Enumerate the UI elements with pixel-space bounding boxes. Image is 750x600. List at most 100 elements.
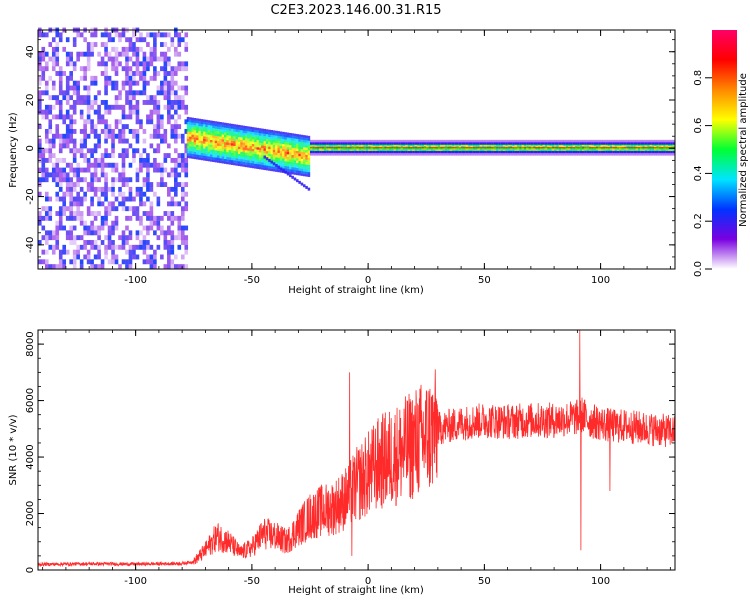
spectrogram-cell — [65, 61, 70, 67]
spectrogram-cell — [193, 149, 197, 152]
spectrogram-cell — [111, 167, 115, 173]
spectrogram-cell — [233, 148, 236, 151]
spectrogram-cell — [214, 135, 218, 139]
spectrogram-cell — [409, 142, 413, 144]
spectrogram-cell — [363, 141, 366, 143]
spectrogram-cell — [575, 149, 578, 151]
spectrogram-cell — [584, 148, 587, 150]
spectrogram-cell — [568, 149, 571, 151]
spectrogram-cell — [484, 154, 487, 156]
spectrogram-cell — [153, 51, 157, 57]
spectrogram-cell — [310, 145, 313, 148]
spectrogram-cell — [598, 142, 601, 144]
spectrogram-cell — [614, 148, 617, 150]
spectrogram-cell — [649, 139, 652, 142]
spectrogram-cell — [298, 158, 301, 162]
spectrogram-cell — [128, 100, 133, 105]
spectrogram-cell — [328, 149, 332, 151]
spectrogram-cell — [58, 66, 63, 72]
spectrogram-cell — [193, 122, 197, 126]
spectrogram-cell — [658, 139, 662, 142]
spectrogram-cell — [479, 141, 483, 143]
spectrogram-cell — [561, 147, 564, 149]
spectrogram-cell — [649, 142, 652, 144]
spectrogram-cell — [237, 161, 241, 164]
spectrogram-cell — [568, 139, 571, 142]
spectrogram-cell — [291, 155, 294, 158]
spectrogram-cell — [491, 145, 494, 148]
spectrogram-cell — [672, 153, 676, 155]
spectrogram-cell — [586, 149, 590, 151]
spectrogram-cell — [363, 143, 366, 145]
colorbar-gradient — [712, 30, 737, 269]
spectrogram-cell — [433, 153, 436, 155]
spectrogram-cell — [347, 147, 350, 149]
spectrogram-cell — [272, 152, 276, 155]
spectrogram-cell — [310, 139, 313, 142]
spectrogram-cell — [86, 240, 91, 245]
spectrogram-cell — [90, 211, 94, 216]
spectrogram-cell — [630, 150, 634, 153]
spectrogram-cell — [221, 124, 225, 128]
spectrogram-cell — [442, 148, 445, 150]
spectrogram-cell — [396, 150, 399, 153]
spectrogram-cell — [200, 150, 204, 153]
spectrogram-cell — [633, 151, 636, 154]
spectrogram-cell — [189, 119, 192, 123]
spectrogram-cell — [665, 153, 669, 155]
spectrogram-cell — [163, 61, 168, 67]
spectrogram-cell — [219, 143, 222, 147]
spectrogram-cell — [261, 147, 264, 151]
spectrogram-cell — [186, 133, 190, 137]
spectrogram-cell — [284, 141, 287, 145]
spectrogram-cell — [72, 167, 77, 173]
spectrogram-cell — [547, 139, 550, 142]
spectrogram-cell — [356, 148, 359, 150]
spectrogram-cell — [247, 126, 250, 129]
spectrogram-cell — [549, 151, 552, 154]
spectrogram-cell — [186, 141, 190, 144]
spectrogram-cell — [69, 119, 73, 125]
spectrogram-cell — [263, 150, 267, 154]
spectrogram-cell — [330, 145, 334, 148]
spectrogram-cell — [107, 186, 112, 192]
spectrogram-cell — [447, 145, 450, 148]
spectrogram-cell — [407, 149, 411, 151]
spectrogram-cell — [582, 148, 585, 150]
spectrogram-cell — [465, 143, 469, 145]
spectrogram-cell — [76, 95, 80, 101]
spectrogram-cell — [128, 186, 133, 192]
colorbar-tick-label: 0.2 — [693, 213, 704, 229]
spectrogram-cell — [561, 153, 564, 155]
spectrogram-cell — [377, 144, 380, 146]
spectrogram-cell — [69, 128, 73, 134]
spectrogram-cell — [419, 154, 422, 156]
spectrogram-cell — [642, 148, 645, 150]
spectrogram-cell — [426, 141, 429, 143]
spectrogram-cell — [316, 139, 320, 142]
spectrogram-cell — [177, 42, 182, 47]
spectrogram-cell — [391, 142, 394, 144]
spectrogram-cell — [588, 147, 592, 149]
spectrogram-cell — [333, 141, 336, 143]
spectrogram-cell — [104, 90, 108, 96]
spectrogram-cell — [512, 150, 515, 153]
spectrogram-cell — [303, 147, 306, 150]
spectrogram-cell — [83, 71, 87, 76]
spectrogram-cell — [519, 148, 522, 150]
spectrogram-cell — [240, 154, 243, 157]
spectrogram-cell — [647, 143, 650, 145]
spectrogram-cell — [570, 154, 573, 156]
spectrogram-cell — [69, 201, 73, 207]
spectrogram-cell — [340, 151, 343, 154]
spectrogram-cell — [454, 147, 457, 149]
spectrogram-cell — [237, 139, 241, 142]
spectrogram-cell — [249, 153, 253, 156]
spectrogram-cell — [263, 138, 267, 142]
spectrogram-cell — [321, 149, 325, 151]
spectrogram-cell — [118, 61, 122, 67]
spectrogram-cell — [326, 149, 329, 151]
spectrogram-cell — [356, 149, 359, 151]
spectrogram-cell — [519, 139, 522, 142]
spectrogram-cell — [132, 153, 136, 159]
